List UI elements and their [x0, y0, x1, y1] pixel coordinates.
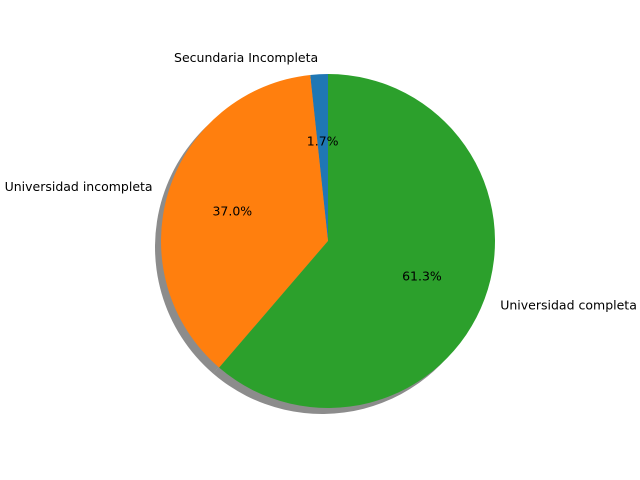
pie-slice-secundaria-incompleta — [310, 74, 328, 241]
pie-pct-label-universidad-completa: 61.3% — [402, 268, 442, 283]
pie-category-label-universidad-completa: Universidad completa — [500, 297, 637, 312]
pie-pct-label-universidad-incompleta: 37.0% — [212, 204, 252, 219]
pie-slice-universidad-incompleta — [160, 74, 328, 368]
pie-wedges — [160, 74, 495, 408]
pie-slice-universidad-completa — [219, 74, 495, 408]
pie-category-label-secundaria-incompleta: Secundaria Incompleta — [174, 50, 318, 65]
pie-category-label-universidad-incompleta: Universidad incompleta — [5, 179, 153, 194]
pie-labels: 1.7% Secundaria Incompleta 37.0% Universida… — [5, 50, 637, 312]
pie-pct-label-secundaria-incompleta: 1.7% — [307, 133, 339, 148]
